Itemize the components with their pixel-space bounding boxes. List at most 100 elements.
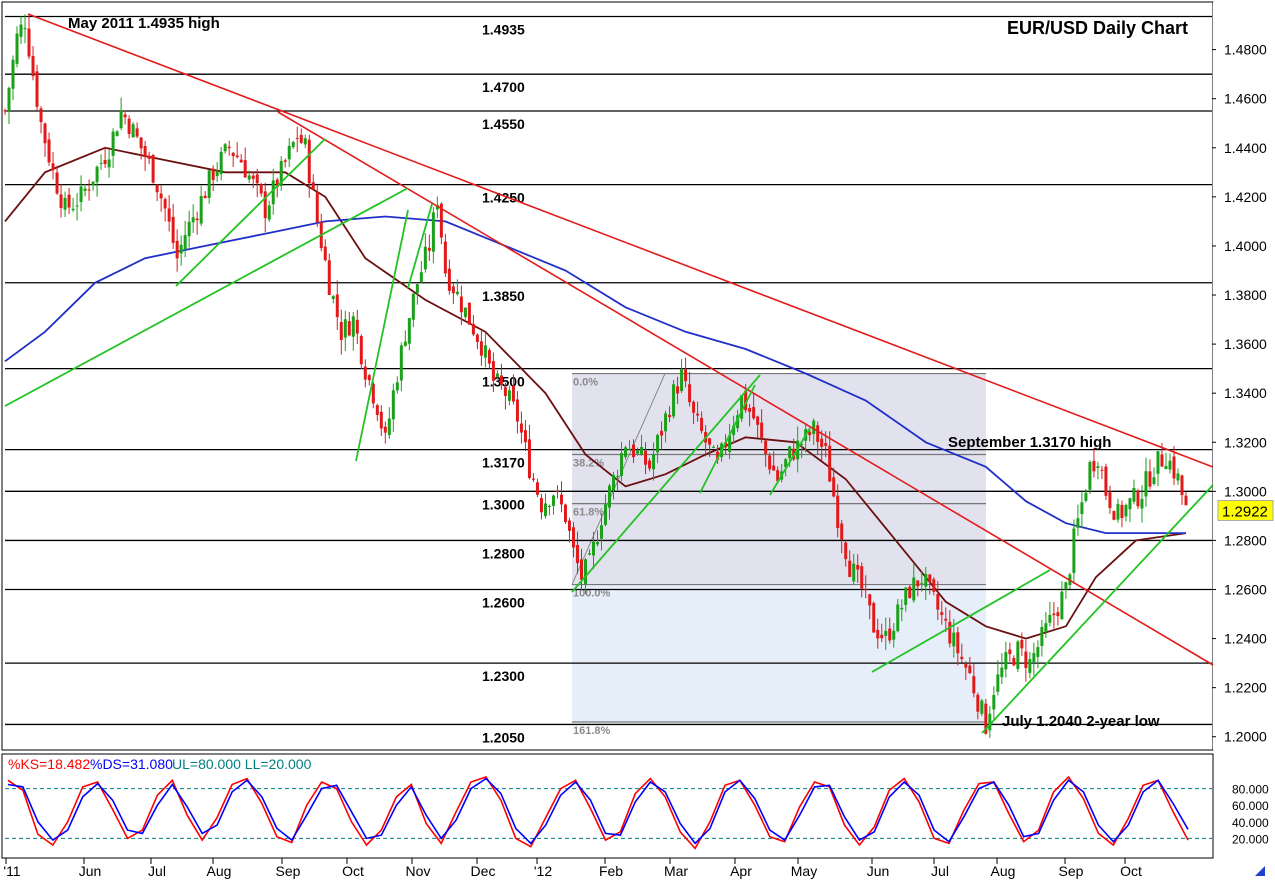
candle-body (976, 694, 980, 712)
x-tick-label: Aug (991, 863, 1016, 879)
y-tick-label: 1.2000 (1224, 729, 1267, 745)
candle-body (135, 128, 139, 137)
candle-body (956, 632, 960, 654)
candle-body (656, 434, 660, 453)
candle-body (968, 665, 972, 674)
candle-body (427, 247, 431, 251)
x-tick-label: Nov (406, 863, 431, 879)
candle-body (652, 454, 656, 470)
candle-body (872, 602, 876, 633)
y-tick-label: 1.4200 (1224, 189, 1267, 205)
x-tick-label: Feb (599, 863, 623, 879)
candle-body (928, 574, 932, 582)
candle-body (263, 191, 267, 219)
candle-body (475, 334, 479, 342)
candle-body (736, 415, 740, 429)
level-label: 1.2300 (482, 668, 525, 684)
candle-body (511, 385, 515, 402)
candle-body (387, 418, 391, 436)
candle-body (1148, 471, 1152, 487)
candle-body (896, 604, 900, 632)
candle-body (800, 443, 804, 445)
candle-body (920, 582, 924, 584)
candle-body (555, 491, 559, 493)
candle-body (303, 138, 307, 145)
candle-body (175, 240, 179, 259)
candle-body (127, 118, 131, 134)
x-tick-label: '12 (534, 863, 552, 879)
candle-body (1140, 498, 1144, 509)
candle-body (1116, 504, 1120, 520)
candle-body (608, 485, 612, 508)
y-tick-label: 1.2400 (1224, 631, 1267, 647)
candle-body (447, 268, 451, 291)
candle-body (295, 137, 299, 139)
fib-box-lower (572, 584, 986, 723)
y-tick-label: 1.4400 (1224, 140, 1267, 156)
level-label: 1.4250 (482, 190, 525, 206)
candle-body (207, 170, 211, 198)
fib-label: 38.2% (573, 458, 604, 470)
candle-body (539, 498, 543, 513)
candle-body (680, 369, 684, 392)
candle-body (1080, 502, 1084, 514)
scroll-arrow-icon[interactable] (1255, 866, 1265, 876)
candle-body (1100, 469, 1104, 471)
resistance-trendline (277, 111, 1214, 666)
x-tick-label: Mar (664, 863, 688, 879)
candle-body (415, 284, 419, 294)
candle-body (215, 170, 219, 177)
candle-body (247, 175, 251, 180)
level-label: 1.2800 (482, 545, 525, 561)
candle-body (143, 145, 147, 158)
candle-body (27, 28, 31, 57)
y-tick-label: 1.2800 (1224, 532, 1267, 548)
candle-body (83, 188, 87, 192)
candle-body (612, 474, 616, 491)
candle-body (579, 559, 583, 580)
candle-body (936, 594, 940, 610)
candle-body (628, 448, 632, 450)
candle-body (407, 317, 411, 344)
candle-body (239, 159, 243, 163)
last-price-label: 1.2922 (1222, 503, 1268, 520)
candle-body (616, 476, 620, 478)
candle-body (51, 163, 55, 170)
y-tick-label: 1.3600 (1224, 336, 1267, 352)
candle-body (620, 453, 624, 476)
candle-body (980, 700, 984, 714)
candle-body (784, 459, 788, 468)
oscillator-tick-label: 60.000 (1232, 799, 1269, 813)
candle-body (884, 630, 888, 636)
x-tick-label: May (791, 863, 817, 879)
candle-body (3, 110, 7, 112)
y-tick-label: 1.3400 (1224, 385, 1267, 401)
candle-body (327, 260, 331, 296)
candle-body (948, 621, 952, 644)
candle-body (559, 494, 563, 505)
candle-body (1004, 652, 1008, 670)
candle-body (1176, 473, 1180, 481)
candle-body (756, 416, 760, 425)
candle-body (1104, 466, 1108, 496)
candle-body (1060, 591, 1064, 620)
oscillator-tick-label: 80.000 (1232, 783, 1269, 797)
fib-label: 0.0% (573, 377, 598, 389)
candle-body (1120, 504, 1124, 519)
candle-body (471, 323, 475, 335)
candle-body (700, 417, 704, 432)
candle-body (740, 395, 744, 419)
candle-body (708, 438, 712, 445)
candle-body (1036, 647, 1040, 657)
candle-body (219, 151, 223, 175)
candle-body (996, 674, 1000, 692)
candle-body (567, 520, 571, 531)
candle-body (984, 703, 988, 734)
candle-body (824, 443, 828, 446)
candle-body (732, 425, 736, 435)
candle-body (1028, 659, 1032, 673)
x-tick-label: Sep (1059, 863, 1084, 879)
candle-body (668, 414, 672, 418)
candle-body (519, 423, 523, 433)
